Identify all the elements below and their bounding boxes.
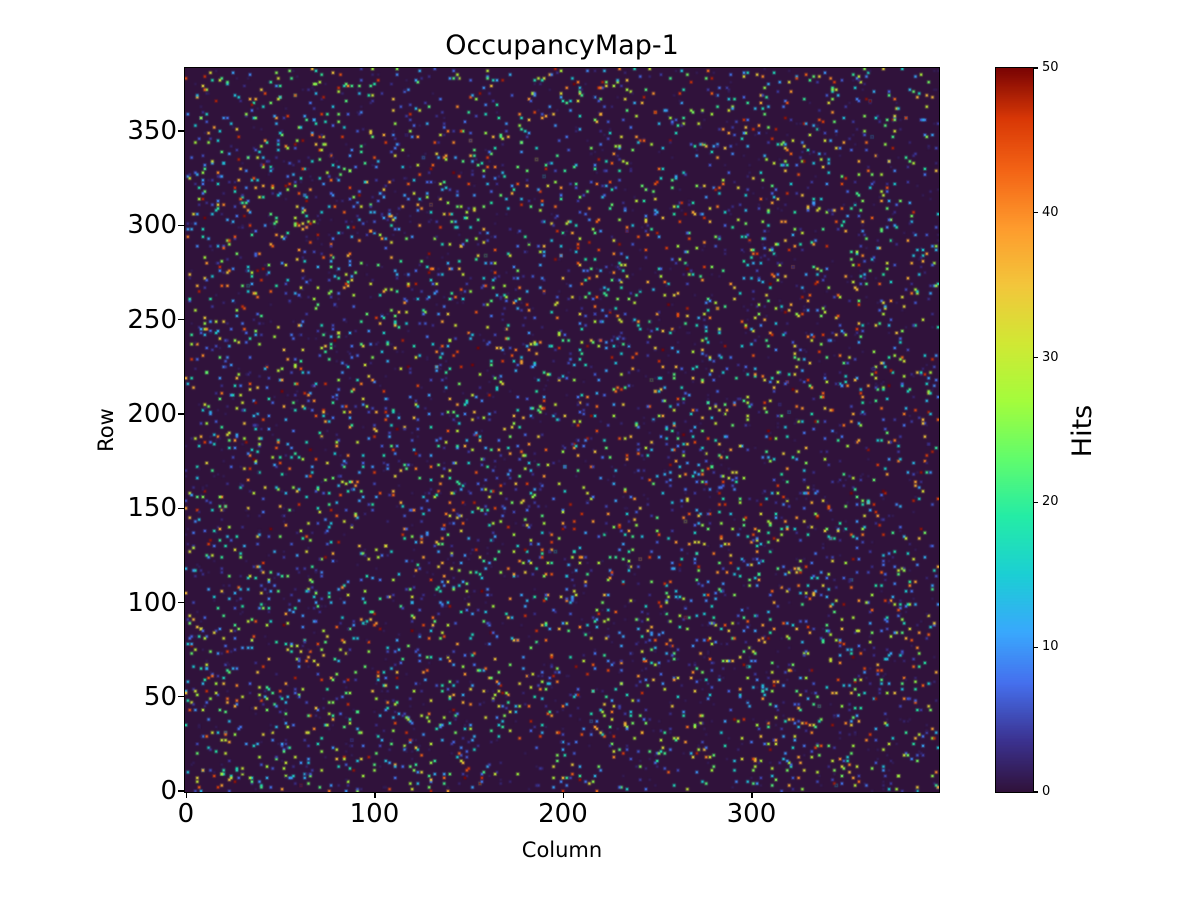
x-tick-label: 200 [538,799,588,829]
y-tick-label: 50 [143,681,177,712]
x-tick-mark [562,792,565,798]
y-tick-label: 300 [127,210,177,241]
x-tick-label: 0 [177,799,195,829]
colorbar-label-text: Hits [1067,404,1098,458]
x-tick-mark [185,792,188,798]
colorbar-tick-label: 0 [1042,784,1051,799]
y-tick-mark [178,507,184,509]
x-tick-mark [374,792,376,798]
y-tick-mark [178,696,184,698]
heatmap-canvas [185,68,939,792]
y-tick-mark [178,319,184,321]
y-tick-mark [178,224,184,227]
chart-title: OccupancyMap-1 [445,30,679,61]
x-tick-mark [751,792,753,798]
x-axis-label: Column [521,838,603,862]
y-tick-label: 100 [127,587,177,618]
colorbar-tick-label: 30 [1042,349,1059,365]
colorbar-tick-label: 50 [1042,60,1059,75]
x-tick-label: 300 [726,799,777,829]
colorbar-tick-label: 10 [1042,639,1059,655]
colorbar-tick-mark [1033,501,1038,503]
y-tick-label: 250 [127,304,177,335]
y-axis-label-text: Row [94,408,118,452]
plot-area [184,67,940,793]
colorbar-tick-mark [1033,67,1038,69]
colorbar-tick-mark [1033,646,1038,648]
colorbar-tick-label: 40 [1042,204,1059,220]
y-tick-mark [178,130,184,132]
y-tick-mark [178,601,184,604]
colorbar-tick-label: 20 [1042,494,1059,510]
y-tick-label: 0 [160,776,177,807]
colorbar [995,67,1034,793]
x-tick-label: 100 [349,799,400,829]
y-tick-mark [178,790,184,792]
y-tick-label: 200 [127,398,177,429]
y-tick-mark [178,413,184,415]
colorbar-tick-mark [1033,791,1038,793]
y-tick-label: 350 [127,116,177,147]
colorbar-tick-mark [1033,357,1038,359]
colorbar-gradient-canvas [996,68,1033,792]
colorbar-tick-mark [1033,212,1038,214]
y-tick-label: 150 [127,493,177,524]
